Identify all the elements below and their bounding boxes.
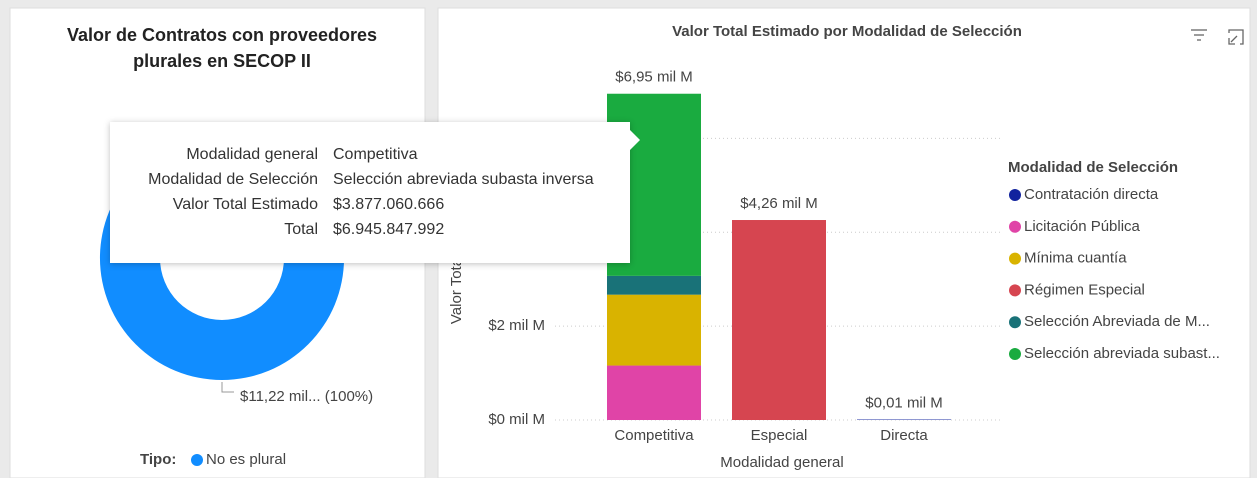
legend-title: Modalidad de Selección [1008, 159, 1178, 176]
legend-marker [1009, 316, 1021, 329]
total-label: $4,26 mil M [740, 195, 818, 212]
legend-label: Licitación Pública [1024, 218, 1141, 235]
data-label: $11,22 mil... (100%) [240, 388, 373, 405]
chart-title: Valor Total Estimado por Modalidad de Se… [672, 23, 1022, 40]
bar-segment [607, 275, 701, 295]
tooltip-label: Valor Total Estimado [172, 196, 318, 213]
tooltip-arrow [630, 130, 640, 150]
bar-segment [732, 220, 826, 420]
x-axis-title: Modalidad general [720, 454, 843, 471]
legend-marker [1009, 220, 1021, 233]
legend-marker [1009, 284, 1021, 297]
tooltip-label: Modalidad general [186, 146, 318, 163]
filter-icon[interactable] [1191, 29, 1207, 41]
legend-marker [1009, 348, 1021, 360]
legend-label: Mínima cuantía [1024, 250, 1127, 267]
legend-marker [191, 454, 203, 466]
x-tick-label: Directa [880, 427, 928, 444]
y-tick-label: $2 mil M [488, 317, 545, 334]
tooltip-row: Modalidad general Competitiva [110, 146, 630, 171]
legend-label: Contratación directa [1024, 186, 1159, 203]
legend-label: No es plural [206, 451, 286, 468]
chart-title: Valor de Contratos con proveedores plura… [66, 25, 378, 71]
tooltip-value: Selección abreviada subasta inversa [333, 171, 594, 188]
x-tick-label: Competitiva [614, 427, 694, 444]
total-label: $0,01 mil M [865, 394, 943, 411]
bar-segment [607, 365, 701, 420]
leader-line [221, 382, 234, 393]
tooltip-row: Modalidad de Selección Selección abreviad… [110, 171, 630, 196]
tooltip-label: Modalidad de Selección [148, 171, 318, 188]
legend-label: Régimen Especial [1024, 281, 1145, 298]
y-tick-label: $0 mil M [488, 411, 545, 428]
legend-marker [1009, 189, 1021, 201]
legend-marker [1009, 252, 1021, 265]
legend-title: Tipo: [140, 451, 176, 468]
tooltip-value: $3.877.060.666 [333, 196, 445, 213]
tooltip-label: Total [284, 221, 318, 238]
total-label: $6,95 mil M [615, 69, 693, 86]
legend-label: Selección Abreviada de M... [1024, 313, 1210, 330]
tooltip: Modalidad general Competitiva Modalidad de… [110, 122, 630, 263]
focus-icon[interactable] [1228, 29, 1244, 45]
bar-segment [607, 294, 701, 366]
legend-label: Selección abreviada subast... [1024, 345, 1220, 362]
tooltip-row: Total $6.945.847.992 [110, 221, 630, 246]
tooltip-value: $6.945.847.992 [333, 221, 445, 238]
tooltip-row: Valor Total Estimado $3.877.060.666 [110, 196, 630, 221]
x-tick-label: Especial [751, 427, 808, 444]
tooltip-value: Competitiva [333, 146, 418, 163]
